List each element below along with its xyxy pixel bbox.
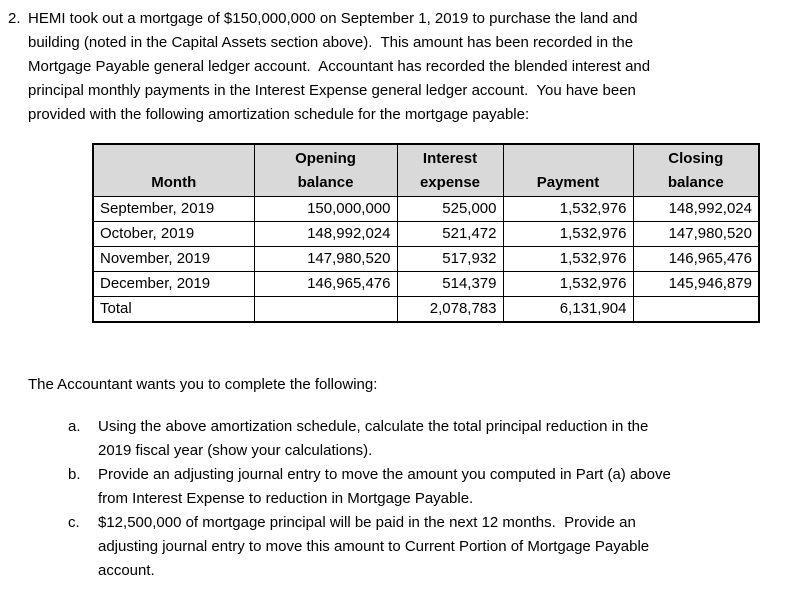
prompt-text: The Accountant wants you to complete the… <box>28 376 378 393</box>
intro-line: HEMI took out a mortgage of $150,000,000… <box>28 10 638 27</box>
task-line: 2019 fiscal year (show your calculations… <box>98 442 373 459</box>
cell-value: 148,992,024 <box>253 221 398 247</box>
cell-month: October, 2019 <box>92 221 255 247</box>
cell-value: 147,980,520 <box>253 246 398 272</box>
cell-value: 517,932 <box>396 246 504 272</box>
task-text: $12,500,000 of mortgage principal will b… <box>98 511 649 583</box>
item-number: 2. <box>8 10 21 27</box>
amortization-table: Month Opening balance Interest expense Paymen… <box>92 143 760 323</box>
task-line: from Interest Expense to reduction in Mo… <box>98 490 474 507</box>
task-line: adjusting journal entry to move this amo… <box>98 538 650 555</box>
table-row: December, 2019 146,965,476 514,379 1,532,97… <box>92 271 760 297</box>
task-text: Using the above amortization schedule, c… <box>98 415 648 463</box>
cell-value: 2,078,783 <box>396 296 504 323</box>
table-row: October, 2019 148,992,024 521,472 1,532,976… <box>92 221 760 247</box>
column-header-closing-balance: Closing balance <box>632 143 760 197</box>
cell-month: Total <box>92 296 255 323</box>
cell-value: 521,472 <box>396 221 504 247</box>
column-header-interest-expense: Interest expense <box>396 143 504 197</box>
table-row: Total 2,078,783 6,131,904 <box>92 296 760 323</box>
cell-value: 1,532,976 <box>502 271 634 297</box>
intro-text: HEMI took out a mortgage of $150,000,000… <box>28 7 650 127</box>
column-header-payment: Payment <box>502 143 634 197</box>
cell-month: November, 2019 <box>92 246 255 272</box>
task-marker: b. <box>68 466 81 483</box>
amortization-table-head: Month Opening balance Interest expense Paymen… <box>92 143 760 197</box>
header-line: expense <box>419 174 481 191</box>
header-line: Month <box>151 174 197 191</box>
intro-line: building (noted in the Capital Assets se… <box>28 34 634 51</box>
cell-value: 525,000 <box>396 196 504 222</box>
cell-month: December, 2019 <box>92 271 255 297</box>
cell-month: September, 2019 <box>92 196 255 222</box>
cell-value: 1,532,976 <box>502 196 634 222</box>
cell-value <box>253 296 398 323</box>
cell-value: 6,131,904 <box>502 296 634 323</box>
amortization-table-body: September, 2019 150,000,000 525,000 1,532,9… <box>92 196 760 323</box>
task-line: $12,500,000 of mortgage principal will b… <box>98 514 636 531</box>
header-line: Payment <box>536 174 600 191</box>
task-text: Provide an adjusting journal entry to mo… <box>98 463 671 511</box>
intro-paragraph: 2. HEMI took out a mortgage of $150,000,… <box>0 0 796 127</box>
cell-value: 145,946,879 <box>632 271 760 297</box>
task-list: a. Using the above amortization schedule,… <box>68 415 796 583</box>
cell-value: 150,000,000 <box>253 196 398 222</box>
cell-value: 148,992,024 <box>632 196 760 222</box>
cell-value: 1,532,976 <box>502 246 634 272</box>
task-line: Using the above amortization schedule, c… <box>98 418 649 435</box>
task-line: account. <box>98 562 155 579</box>
header-row: Month Opening balance Interest expense Paymen… <box>92 143 760 197</box>
cell-value: 146,965,476 <box>253 271 398 297</box>
header-line: Closing <box>668 150 724 167</box>
header-line: balance <box>297 174 354 191</box>
task-item-c: c. $12,500,000 of mortgage principal will… <box>68 511 796 583</box>
table-row: November, 2019 147,980,520 517,932 1,532,97… <box>92 246 760 272</box>
task-marker: a. <box>68 418 81 435</box>
column-header-opening-balance: Opening balance <box>253 143 398 197</box>
task-item-b: b. Provide an adjusting journal entry to … <box>68 463 796 511</box>
intro-line: provided with the following amortization… <box>28 106 530 123</box>
task-line: Provide an adjusting journal entry to mo… <box>98 466 671 483</box>
table-row: September, 2019 150,000,000 525,000 1,532,9… <box>92 196 760 222</box>
column-header-month: Month <box>92 143 255 197</box>
cell-value: 514,379 <box>396 271 504 297</box>
task-marker: c. <box>68 514 80 531</box>
intro-line: Mortgage Payable general ledger account.… <box>28 58 651 75</box>
header-line: balance <box>667 174 724 191</box>
cell-value <box>632 296 760 323</box>
intro-line: principal monthly payments in the Intere… <box>28 82 636 99</box>
task-item-a: a. Using the above amortization schedule,… <box>68 415 796 463</box>
header-line: Opening <box>295 150 356 167</box>
cell-value: 1,532,976 <box>502 221 634 247</box>
cell-value: 147,980,520 <box>632 221 760 247</box>
header-line: Interest <box>422 150 478 167</box>
cell-value: 146,965,476 <box>632 246 760 272</box>
